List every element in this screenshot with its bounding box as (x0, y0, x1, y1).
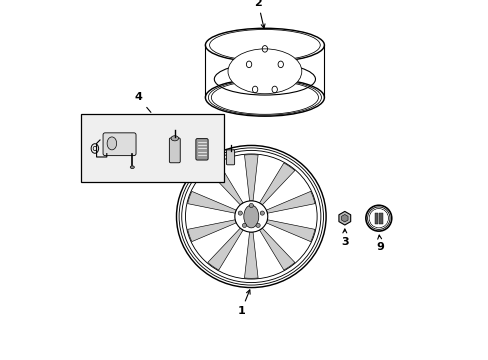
Polygon shape (193, 172, 239, 210)
Polygon shape (266, 192, 314, 213)
Text: 5: 5 (171, 163, 178, 179)
Polygon shape (244, 232, 258, 278)
Ellipse shape (171, 136, 178, 141)
Ellipse shape (176, 145, 325, 288)
Polygon shape (244, 155, 258, 201)
Polygon shape (187, 220, 236, 242)
Text: 7: 7 (209, 147, 224, 157)
Bar (205, 45, 324, 116)
Ellipse shape (107, 137, 117, 150)
Text: 9: 9 (376, 235, 384, 252)
Circle shape (260, 211, 264, 215)
Ellipse shape (185, 154, 317, 279)
Circle shape (242, 223, 246, 228)
Polygon shape (338, 211, 350, 225)
Polygon shape (187, 192, 236, 213)
Polygon shape (259, 228, 294, 270)
Circle shape (238, 211, 242, 215)
Text: 6: 6 (198, 160, 205, 177)
Polygon shape (187, 204, 233, 229)
Text: 4: 4 (134, 93, 151, 112)
Polygon shape (263, 172, 309, 210)
Polygon shape (244, 232, 258, 278)
Circle shape (249, 203, 253, 208)
Polygon shape (259, 163, 294, 205)
Polygon shape (244, 155, 258, 201)
Ellipse shape (234, 201, 267, 232)
Polygon shape (207, 228, 243, 270)
Polygon shape (266, 220, 314, 242)
Ellipse shape (130, 166, 134, 168)
Bar (374, 213, 377, 224)
Polygon shape (207, 163, 243, 205)
Polygon shape (268, 204, 314, 229)
Polygon shape (193, 224, 239, 261)
Ellipse shape (244, 205, 258, 228)
Polygon shape (207, 228, 243, 270)
Text: 8: 8 (123, 168, 132, 184)
Polygon shape (219, 156, 249, 202)
Polygon shape (266, 220, 314, 242)
Circle shape (256, 223, 260, 228)
Polygon shape (259, 163, 294, 205)
Polygon shape (219, 231, 249, 276)
Polygon shape (187, 192, 236, 213)
Bar (379, 213, 382, 224)
FancyBboxPatch shape (169, 138, 180, 163)
Text: 3: 3 (340, 229, 348, 247)
FancyBboxPatch shape (226, 150, 234, 165)
FancyBboxPatch shape (196, 139, 208, 160)
Polygon shape (259, 228, 294, 270)
Polygon shape (263, 224, 309, 261)
Text: 1: 1 (237, 290, 250, 316)
Polygon shape (341, 215, 347, 222)
Ellipse shape (227, 49, 301, 94)
Polygon shape (266, 192, 314, 213)
FancyBboxPatch shape (103, 133, 136, 156)
Polygon shape (253, 156, 283, 202)
Polygon shape (253, 231, 283, 276)
Polygon shape (187, 220, 236, 242)
Polygon shape (207, 163, 243, 205)
Circle shape (369, 209, 387, 228)
Text: 2: 2 (254, 0, 264, 28)
Bar (81, 114, 224, 183)
